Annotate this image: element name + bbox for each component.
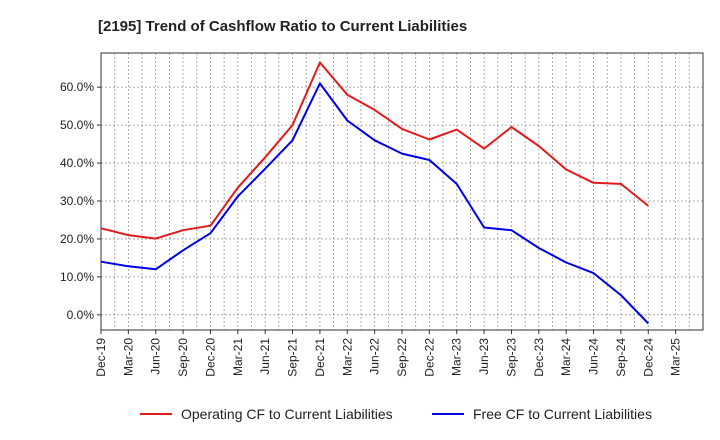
series-line-free-cf bbox=[100, 82, 650, 325]
x-tick-label: Jun-24 bbox=[587, 338, 601, 375]
x-tick-label: Mar-24 bbox=[559, 338, 573, 376]
y-tick-label: 50.0% bbox=[60, 118, 94, 132]
series-line-operating-cf bbox=[100, 61, 649, 240]
x-tick-label: Dec-19 bbox=[94, 338, 108, 377]
x-tick-label: Sep-24 bbox=[614, 338, 628, 377]
x-tick-label: Sep-23 bbox=[504, 338, 518, 377]
legend-label-free-cf: Free CF to Current Liabilities bbox=[473, 406, 652, 422]
y-tick-label: 30.0% bbox=[60, 194, 94, 208]
x-tick-label: Jun-23 bbox=[477, 338, 491, 375]
y-tick-label: 10.0% bbox=[60, 270, 94, 284]
y-tick-label: 20.0% bbox=[60, 232, 94, 246]
plot-area bbox=[101, 53, 703, 330]
x-tick-label: Dec-20 bbox=[203, 338, 217, 377]
x-tick-label: Mar-21 bbox=[231, 338, 245, 376]
x-tick-label: Sep-22 bbox=[395, 338, 409, 377]
y-tick-label: 60.0% bbox=[60, 80, 94, 94]
y-tick-label: 0.0% bbox=[67, 308, 95, 322]
x-tick-label: Mar-25 bbox=[669, 338, 683, 376]
x-tick-label: Mar-23 bbox=[450, 338, 464, 376]
x-tick-label: Dec-21 bbox=[313, 338, 327, 377]
x-tick-label: Jun-20 bbox=[149, 338, 163, 375]
x-axis: Dec-19 Mar-20 Jun-20 Sep-20 Dec-20 Mar-21 Jun-… bbox=[94, 330, 683, 377]
x-tick-label: Dec-22 bbox=[422, 338, 436, 377]
x-tick-label: Dec-23 bbox=[532, 338, 546, 377]
legend-label-operating-cf: Operating CF to Current Liabilities bbox=[181, 406, 393, 422]
x-tick-label: Dec-24 bbox=[641, 338, 655, 377]
x-tick-label: Jun-22 bbox=[368, 338, 382, 375]
legend: Operating CF to Current Liabilities Free… bbox=[140, 406, 652, 422]
x-tick-label: Mar-20 bbox=[121, 338, 135, 376]
x-tick-label: Sep-21 bbox=[286, 338, 300, 377]
x-tick-label: Jun-21 bbox=[258, 338, 272, 375]
y-tick-label: 40.0% bbox=[60, 156, 94, 170]
y-axis: 0.0% 10.0% 20.0% 30.0% 40.0% 50.0% 60.0% bbox=[60, 80, 101, 322]
x-tick-label: Mar-22 bbox=[340, 338, 354, 376]
series-lines bbox=[100, 61, 650, 325]
chart-title: [2195] Trend of Cashflow Ratio to Curren… bbox=[98, 18, 467, 35]
x-tick-label: Sep-20 bbox=[176, 338, 190, 377]
